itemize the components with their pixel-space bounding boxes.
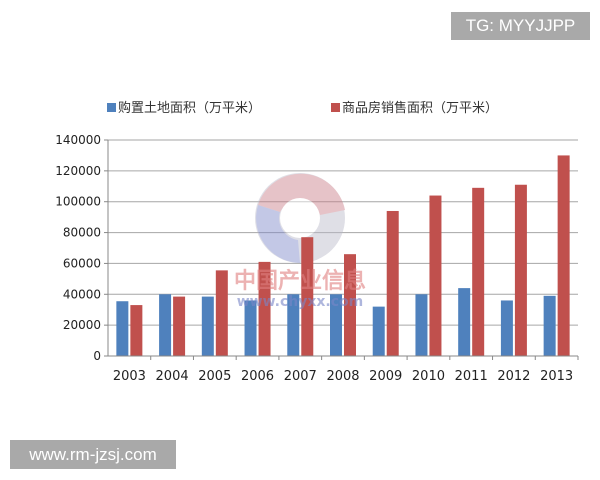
x-tick-label: 2006 — [241, 369, 274, 384]
y-tick-label: 0 — [93, 349, 101, 363]
bar-land-area — [287, 294, 300, 356]
x-tick-label: 2007 — [284, 369, 317, 384]
watermark-ring — [255, 173, 345, 263]
y-tick-label: 100000 — [55, 195, 101, 209]
y-tick-label: 80000 — [63, 226, 101, 240]
x-tick-label: 2013 — [540, 369, 573, 384]
legend-label-land: 购置土地面积（万平米） — [118, 100, 261, 116]
website-badge: www.rm-jzsj.com — [10, 440, 176, 469]
legend: 购置土地面积（万平米） 商品房销售面积（万平米） — [107, 100, 498, 116]
y-tick-label: 140000 — [55, 133, 101, 147]
x-tick-label: 2008 — [326, 369, 359, 384]
watermark-logo — [255, 173, 345, 263]
x-tick-label: 2012 — [497, 369, 530, 384]
bar-land-area — [159, 294, 172, 356]
x-tick-label: 2003 — [113, 369, 146, 384]
x-tick-label: 2004 — [156, 369, 189, 384]
bar-land-area — [500, 300, 513, 356]
x-tick-label: 2005 — [198, 369, 231, 384]
bar-sales-area — [173, 296, 186, 356]
y-tick-label: 120000 — [55, 164, 101, 178]
bar-sales-area — [429, 195, 442, 356]
bar-land-area — [330, 294, 342, 356]
bar-sales-area — [258, 261, 271, 356]
bar-land-area — [372, 306, 385, 356]
x-tick-label: 2011 — [455, 369, 488, 384]
bar-sales-area — [386, 210, 399, 356]
watermark-ring-red — [258, 173, 345, 215]
bar-sales-area — [344, 254, 356, 356]
bar-land-area — [116, 301, 129, 356]
bar-land-area — [201, 296, 214, 356]
bar-sales-area — [130, 305, 143, 356]
y-tick-label: 60000 — [63, 256, 101, 270]
bar-land-area — [458, 288, 471, 356]
top-badge: TG: MYYJJPP — [451, 12, 590, 40]
watermark-center — [280, 198, 320, 238]
legend-swatch-land — [107, 103, 116, 112]
watermark-ring-blue — [256, 205, 300, 263]
bar-land-area — [543, 295, 556, 356]
axes: 0 20000 40000 60000 80000 100000 120000 140000 2… — [55, 133, 579, 384]
watermark-text: 中国产业信息 — [234, 268, 366, 294]
bar-sales-area — [514, 184, 527, 356]
bar-sales-area — [472, 187, 485, 356]
bar-sales-area — [557, 155, 570, 356]
legend-label-sales: 商品房销售面积（万平米） — [342, 100, 498, 116]
bar-sales-area — [215, 270, 228, 356]
x-tick-label: 2010 — [412, 369, 445, 384]
bars — [116, 155, 570, 356]
x-tick-label: 2009 — [369, 369, 402, 384]
gridlines — [108, 139, 578, 326]
bar-sales-area — [301, 237, 314, 356]
y-tick-label: 40000 — [63, 287, 101, 301]
watermark-url: www.chyxx.com — [237, 294, 364, 310]
bar-land-area — [415, 294, 428, 356]
bar-land-area — [244, 300, 257, 356]
legend-swatch-sales — [331, 103, 340, 112]
y-tick-label: 20000 — [63, 318, 101, 332]
